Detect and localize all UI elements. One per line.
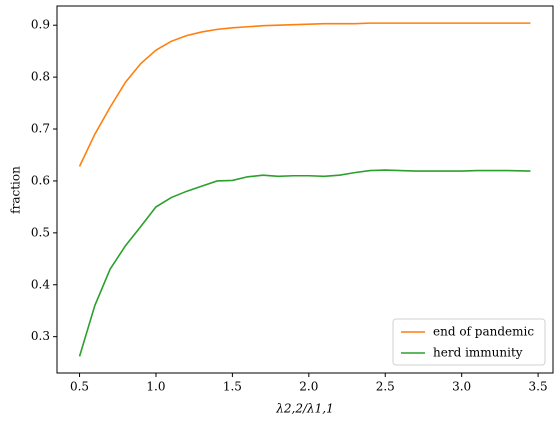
y-tick-label: 0.7 — [31, 122, 50, 136]
x-tick-label: 3.5 — [529, 380, 548, 394]
y-tick-label: 0.8 — [31, 70, 50, 84]
y-tick-label: 0.4 — [31, 277, 50, 291]
series-line — [78, 22, 531, 167]
y-tick-label: 0.6 — [31, 173, 50, 187]
y-axis-label: fraction — [9, 166, 23, 214]
y-tick-label: 0.5 — [31, 225, 50, 239]
y-tick-label: 0.3 — [31, 329, 50, 343]
x-tick-label: 1.0 — [146, 380, 165, 394]
x-axis-label: λ2,2/λ1,1 — [275, 402, 333, 416]
legend-label: end of pandemic — [433, 325, 534, 339]
x-tick-label: 2.5 — [376, 380, 395, 394]
plot-frame — [56, 5, 554, 374]
legend-label: herd immunity — [433, 346, 523, 360]
x-tick-label: 1.5 — [223, 380, 242, 394]
series-line — [78, 169, 531, 357]
y-tick-label: 0.9 — [31, 18, 50, 32]
x-tick-label: 2.0 — [299, 380, 318, 394]
x-tick-label: 3.0 — [452, 380, 471, 394]
legend-box — [392, 318, 546, 366]
x-tick-label: 0.5 — [70, 380, 89, 394]
